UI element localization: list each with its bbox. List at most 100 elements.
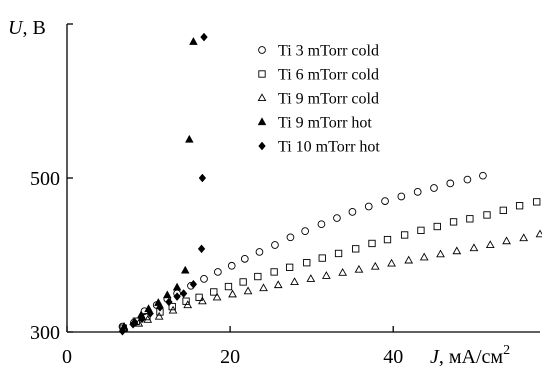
data-point xyxy=(338,267,348,276)
data-point xyxy=(387,258,396,267)
legend-marker xyxy=(258,70,266,78)
x-ticks: 0 20 40 xyxy=(62,326,403,368)
data-point xyxy=(348,208,357,216)
y-tick-label: 300 xyxy=(30,322,60,344)
data-point xyxy=(154,311,164,320)
data-point xyxy=(502,236,511,245)
data-point xyxy=(212,292,222,301)
legend-label: Ti 3 mTorr cold xyxy=(278,43,379,60)
data-point xyxy=(168,305,178,314)
legend-label: Ti 6 mTorr cold xyxy=(278,67,379,84)
series-4 xyxy=(119,36,198,330)
data-points xyxy=(118,32,542,336)
data-point xyxy=(273,280,283,289)
data-point xyxy=(419,252,429,261)
data-point xyxy=(417,226,425,235)
x-axis-unit: , мА/см xyxy=(439,346,504,368)
data-point xyxy=(463,175,472,184)
data-point xyxy=(239,278,247,286)
y-tick-label: 500 xyxy=(30,168,60,190)
data-point xyxy=(370,261,380,270)
data-point xyxy=(483,211,491,219)
x-tick-label: 40 xyxy=(383,346,403,368)
legend-marker xyxy=(257,117,267,126)
data-point xyxy=(138,314,146,324)
data-point xyxy=(118,326,127,336)
data-point xyxy=(227,261,236,270)
data-point xyxy=(285,263,294,271)
data-point xyxy=(255,248,264,256)
data-point xyxy=(333,214,341,222)
y-axis-unit: , В xyxy=(22,17,45,39)
data-point xyxy=(210,288,218,296)
data-point xyxy=(306,274,316,282)
data-point xyxy=(168,302,176,311)
data-point xyxy=(469,243,479,252)
data-point xyxy=(200,275,208,283)
data-point xyxy=(129,319,137,329)
data-point xyxy=(200,32,208,42)
legend-label: Ti 9 mTorr hot xyxy=(278,115,372,132)
data-point xyxy=(466,215,474,223)
series-3 xyxy=(119,229,542,332)
data-point xyxy=(519,233,529,242)
data-point xyxy=(243,286,253,295)
data-point xyxy=(156,302,164,312)
data-point xyxy=(254,272,262,281)
data-point xyxy=(433,222,441,231)
data-point xyxy=(397,192,406,201)
legend-marker xyxy=(258,46,266,54)
legend-label: Ti 9 mTorr cold xyxy=(278,91,379,108)
data-point xyxy=(364,202,373,211)
data-point xyxy=(352,245,360,253)
data-point xyxy=(198,173,207,183)
legend-marker xyxy=(257,93,267,102)
data-point xyxy=(499,206,507,214)
data-point xyxy=(162,290,172,299)
data-point xyxy=(259,283,268,292)
x-axis-variable: J xyxy=(430,346,440,368)
data-point xyxy=(452,246,462,255)
data-point xyxy=(436,249,445,258)
data-point xyxy=(173,292,181,301)
legend-marker xyxy=(258,141,266,151)
data-point xyxy=(404,255,414,264)
x-tick-label: 20 xyxy=(220,346,240,368)
x-axis-title: J, мА/см2 xyxy=(430,343,510,368)
data-point xyxy=(321,271,331,279)
data-point xyxy=(180,265,190,274)
legend-label: Ti 10 mTorr hot xyxy=(278,139,380,156)
data-point xyxy=(271,241,279,249)
data-point xyxy=(224,282,233,291)
data-point xyxy=(143,314,153,323)
data-point xyxy=(317,220,326,229)
data-point xyxy=(189,279,198,289)
legend: Ti 3 mTorr cold Ti 6 mTorr cold Ti 9 mTorr… xyxy=(257,43,380,156)
data-point xyxy=(179,289,188,298)
data-point xyxy=(185,134,194,143)
data-point xyxy=(240,255,249,263)
data-point xyxy=(400,231,409,239)
data-point xyxy=(146,309,154,318)
data-point xyxy=(446,179,455,188)
data-point xyxy=(214,268,222,276)
data-point xyxy=(383,235,392,244)
data-point xyxy=(515,202,524,210)
data-point xyxy=(286,233,295,242)
data-point xyxy=(228,289,237,298)
series-5 xyxy=(118,32,208,336)
data-point xyxy=(318,254,326,262)
y-axis-title: U, В xyxy=(8,17,46,39)
data-point xyxy=(334,249,343,258)
data-point xyxy=(368,239,376,248)
data-point xyxy=(303,259,311,267)
data-point xyxy=(165,297,173,307)
data-point xyxy=(533,198,541,206)
series-2 xyxy=(119,198,541,332)
data-point xyxy=(290,277,299,285)
x-axis-unit-superscript: 2 xyxy=(503,343,510,358)
data-point xyxy=(198,296,207,305)
data-point xyxy=(479,171,487,180)
data-point xyxy=(535,229,542,238)
